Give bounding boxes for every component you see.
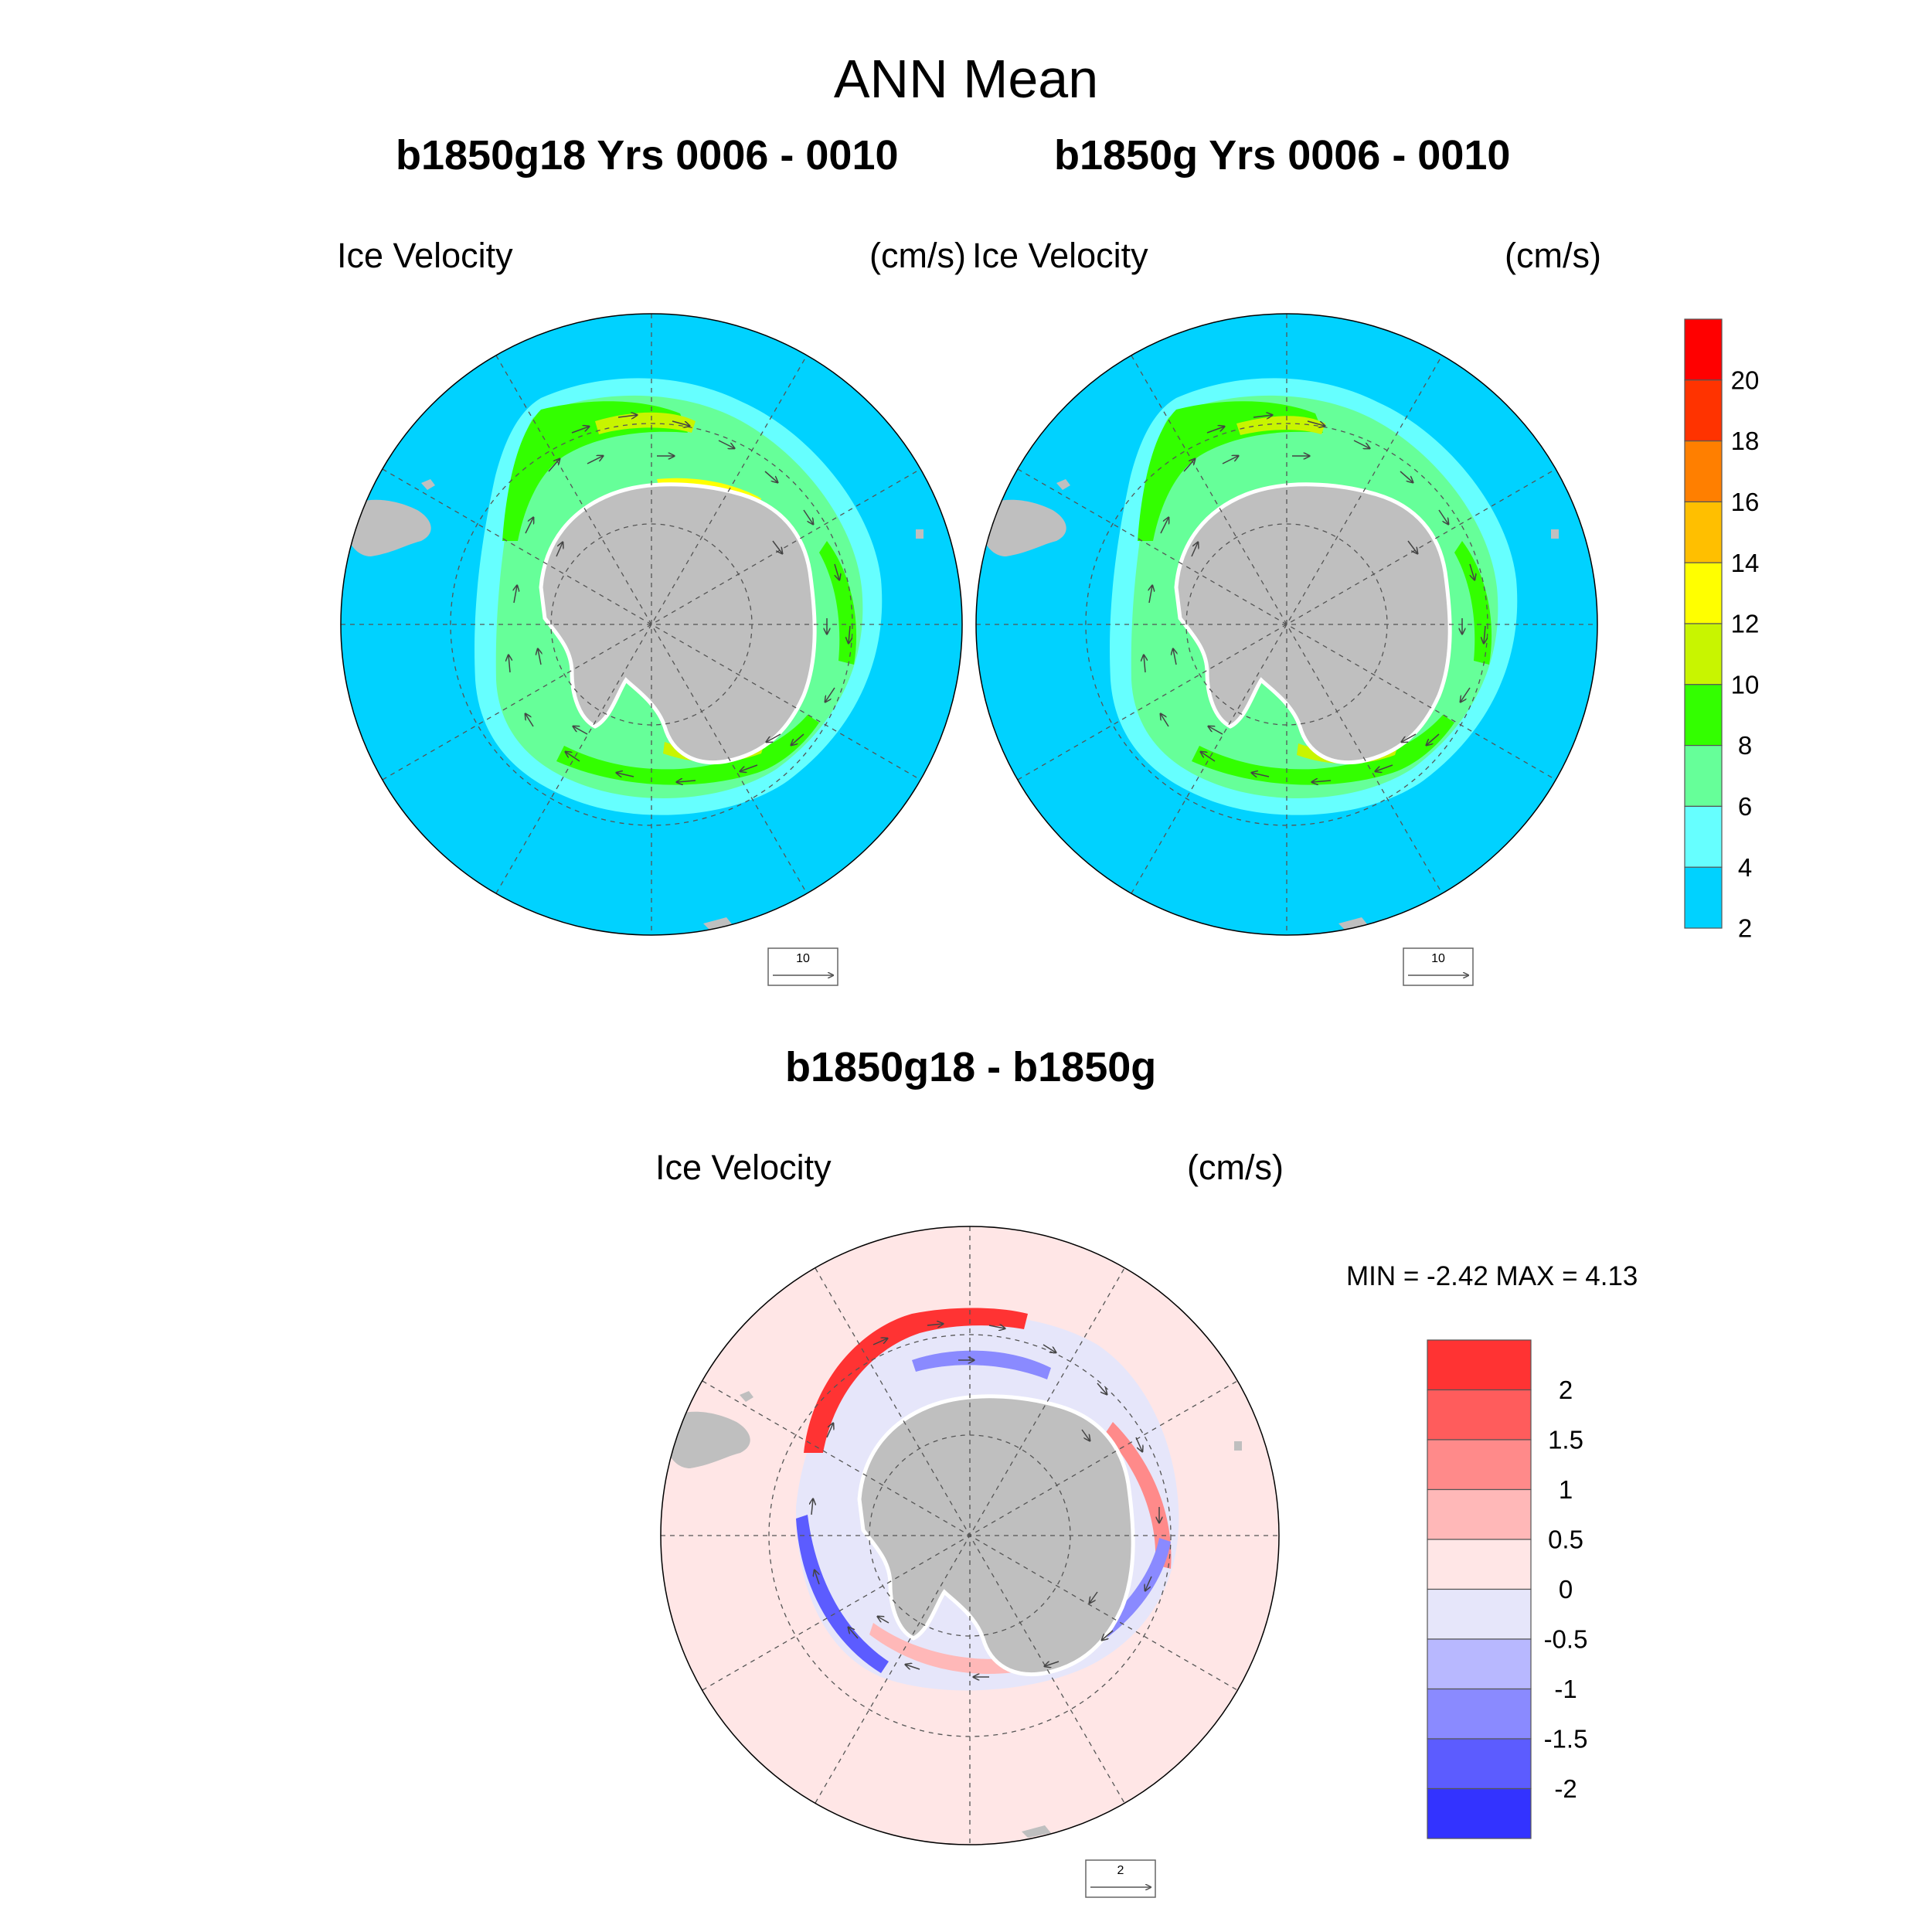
south-america <box>661 1411 750 1468</box>
colorbar-top-label: 20 <box>1731 366 1760 394</box>
panel-2-units: (cm/s) <box>1505 236 1601 275</box>
ice-band-bright <box>819 541 857 665</box>
colorbar-bottom-label: -2 <box>1554 1774 1577 1803</box>
colorbar-bottom-label: 1.5 <box>1548 1426 1583 1454</box>
colorbar-top-swatch <box>1684 805 1723 868</box>
map-1-border <box>340 313 963 936</box>
colorbar-bottom-swatch <box>1427 1588 1532 1640</box>
colorbar-top-swatch <box>1684 744 1723 807</box>
reference-vector-2-label: 10 <box>1431 952 1445 965</box>
velocity-vectors <box>1144 415 1485 782</box>
panel-2-left-label: Ice Velocity <box>972 236 1148 275</box>
panel-2-title: b1850g Yrs 0006 - 0010 <box>1054 132 1511 179</box>
colorbar-top-swatch <box>1684 379 1723 442</box>
colorbar-top-label: 10 <box>1731 670 1760 699</box>
diff-negative <box>796 1515 889 1673</box>
colorbar-top-swatch <box>1684 318 1723 381</box>
colorbar-bottom-swatch <box>1427 1787 1532 1839</box>
graticule <box>976 314 1597 935</box>
panel-3-left-label: Ice Velocity <box>655 1148 832 1187</box>
colorbar-bottom-label: 1 <box>1559 1475 1573 1504</box>
map-3-border <box>660 1226 1280 1845</box>
colorbar-top: 20 18 16 14 12 10 8 6 4 2 <box>1684 318 1760 943</box>
reference-vector-3-label: 2 <box>1117 1864 1124 1877</box>
colorbar-bottom-label: -1 <box>1554 1675 1577 1703</box>
colorbar-bottom-swatch <box>1427 1688 1532 1740</box>
colorbar-top-label: 18 <box>1731 427 1760 455</box>
colorbar-bottom-label: 2 <box>1559 1376 1573 1404</box>
min-max-stats: MIN = -2.42 MAX = 4.13 <box>1346 1261 1638 1291</box>
colorbar-bottom-label: -0.5 <box>1544 1625 1588 1654</box>
colorbar-top-label: 14 <box>1731 549 1760 577</box>
colorbar-top-label: 4 <box>1738 853 1752 882</box>
reference-vector-3: 2 <box>1085 1859 1156 1898</box>
colorbar-bottom-swatch <box>1427 1488 1532 1540</box>
colorbar-top-label: 12 <box>1731 610 1760 638</box>
graticule <box>661 1226 1279 1845</box>
colorbar-bottom-swatch <box>1427 1539 1532 1590</box>
colorbar-top-label: 2 <box>1738 914 1752 943</box>
colorbar-top-label: 6 <box>1738 792 1752 821</box>
panel-1-left-label: Ice Velocity <box>337 236 513 275</box>
colorbar-bottom-label: 0.5 <box>1548 1526 1583 1554</box>
main-title: ANN Mean <box>833 49 1099 109</box>
colorbar-bottom-swatch <box>1427 1339 1532 1391</box>
reference-vector-1-label: 10 <box>796 952 810 965</box>
colorbar-bottom-swatch <box>1427 1389 1532 1440</box>
ice-band-bright <box>556 715 819 785</box>
south-america <box>342 499 431 556</box>
south-america <box>977 499 1066 556</box>
colorbar-top-swatch <box>1684 623 1723 685</box>
ice-band-yellow <box>1236 416 1325 435</box>
ice-band-bright <box>1454 541 1492 665</box>
panel-3-title: b1850g18 - b1850g <box>785 1044 1157 1090</box>
colorbar-bottom-label: 0 <box>1559 1575 1573 1604</box>
colorbar-top-swatch <box>1684 866 1723 929</box>
colorbar-top-swatch <box>1684 501 1723 563</box>
colorbar-top-swatch <box>1684 440 1723 502</box>
colorbar-top-label: 8 <box>1738 731 1752 760</box>
reference-vector-2: 10 <box>1403 947 1474 986</box>
panel-3-units: (cm/s) <box>1187 1148 1284 1187</box>
diff-negative <box>912 1350 1051 1379</box>
ice-band-bright <box>1138 401 1323 541</box>
ice-band-bright <box>502 401 688 541</box>
map-panel-1 <box>341 314 962 935</box>
graticule <box>341 314 962 935</box>
reference-vector-1: 10 <box>767 947 838 986</box>
ice-band-bright <box>1192 715 1454 785</box>
colorbar-bottom-swatch <box>1427 1439 1532 1491</box>
panel-1-title: b1850g18 Yrs 0006 - 0010 <box>396 132 899 179</box>
colorbar-bottom-label: -1.5 <box>1544 1725 1588 1753</box>
map-panel-2 <box>976 314 1597 935</box>
panel-1-units: (cm/s) <box>869 236 966 275</box>
colorbar-top-swatch <box>1684 562 1723 624</box>
diff-positive <box>1105 1422 1172 1569</box>
colorbar-bottom-swatch <box>1427 1638 1532 1690</box>
map-panel-3 <box>661 1226 1279 1845</box>
map-2-border <box>975 313 1598 936</box>
colorbar-bottom-swatch <box>1427 1738 1532 1790</box>
colorbar-top-label: 16 <box>1731 488 1760 516</box>
colorbar-bottom: 2 1.5 1 0.5 0 -0.5 -1 -1.5 -2 <box>1427 1339 1588 1839</box>
colorbar-top-swatch <box>1684 684 1723 747</box>
velocity-vectors <box>509 415 850 782</box>
velocity-vectors <box>811 1324 1159 1677</box>
